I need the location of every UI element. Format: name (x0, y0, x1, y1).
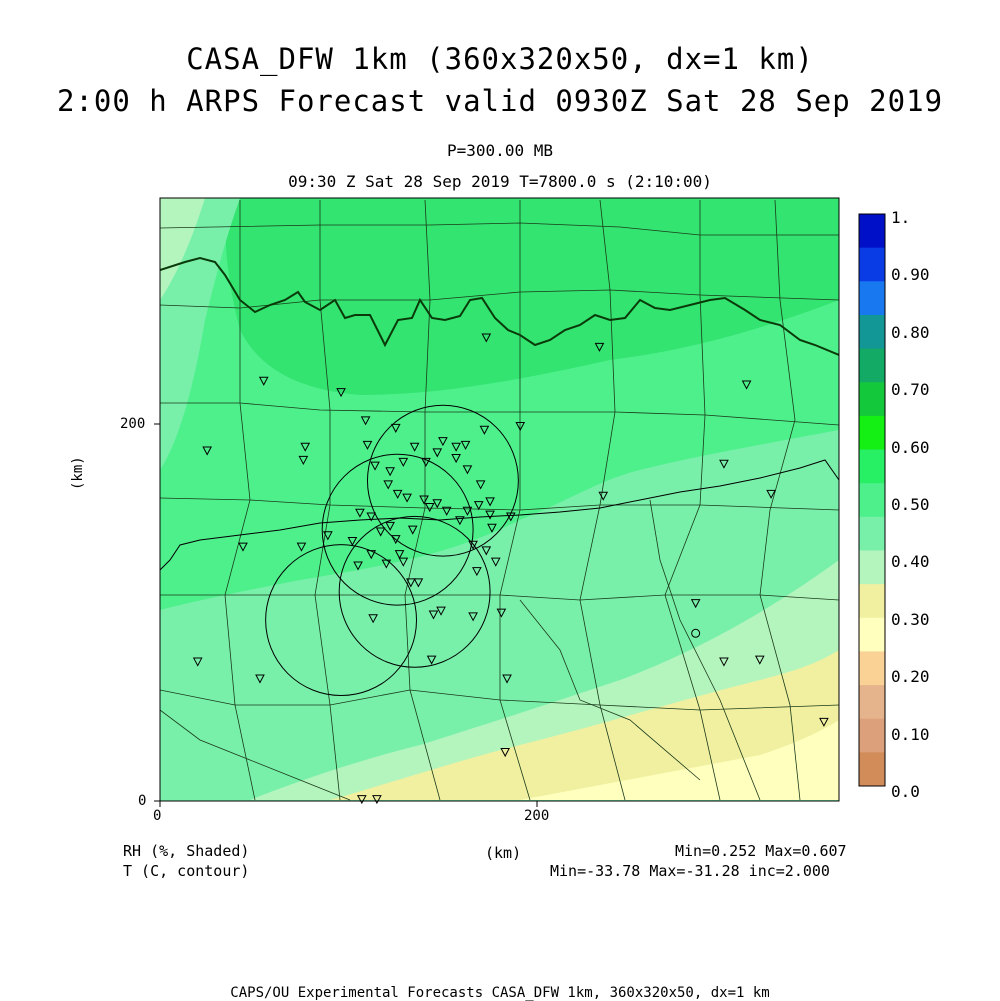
colorbar-label: 0.40 (891, 552, 930, 571)
colorbar-label: 0.70 (891, 380, 930, 399)
rh-shading (160, 198, 839, 801)
colorbar-swatch (859, 349, 885, 383)
colorbar-swatch (859, 450, 885, 484)
colorbar-swatch (859, 584, 885, 618)
colorbar-label: 0.20 (891, 667, 930, 686)
y-axis-unit: (km) (70, 456, 86, 490)
colorbar-swatch (859, 248, 885, 282)
colorbar-swatch (859, 618, 885, 652)
colorbar-swatch (859, 382, 885, 416)
colorbar-label: 0.30 (891, 610, 930, 629)
colorbar-swatch (859, 483, 885, 517)
colorbar-label: 0.10 (891, 725, 930, 744)
colorbar-swatch (859, 281, 885, 315)
colorbar-swatch (859, 517, 885, 551)
colorbar-swatch (859, 315, 885, 349)
colorbar-label: 0.90 (891, 265, 930, 284)
footer-credit: CAPS/OU Experimental Forecasts CASA_DFW … (0, 985, 1000, 1001)
colorbar-label: 0.0 (891, 782, 920, 801)
shaded-field-label: RH (%, Shaded) (123, 842, 249, 860)
colorbar-swatch (859, 550, 885, 584)
colorbar-swatch (859, 651, 885, 685)
y-tick-0: 0 (138, 793, 146, 809)
colorbar-swatch (859, 719, 885, 753)
x-tick-0: 0 (153, 808, 161, 824)
contour-field-label: T (C, contour) (123, 862, 249, 880)
colorbar-swatch (859, 752, 885, 786)
colorbar-label: 0.60 (891, 438, 930, 457)
x-tick-200: 200 (524, 808, 549, 824)
colorbar-swatch (859, 416, 885, 450)
colorbar-swatch (859, 685, 885, 719)
y-tick-200: 200 (120, 416, 145, 432)
colorbar-label: 0.50 (891, 495, 930, 514)
colorbar-swatch (859, 214, 885, 248)
shaded-stats: Min=0.252 Max=0.607 (675, 842, 847, 860)
contour-stats: Min=-33.78 Max=-31.28 inc=2.000 (550, 862, 830, 880)
colorbar (859, 214, 885, 787)
colorbar-label: 1. (891, 208, 910, 227)
x-axis-unit: (km) (485, 844, 521, 862)
colorbar-label: 0.80 (891, 323, 930, 342)
